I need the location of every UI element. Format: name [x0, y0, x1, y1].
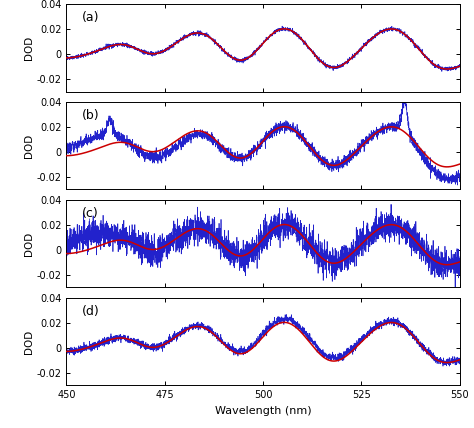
- Text: (a): (a): [82, 11, 100, 24]
- Text: (b): (b): [82, 109, 100, 122]
- X-axis label: Wavelength (nm): Wavelength (nm): [215, 406, 311, 416]
- Y-axis label: DOD: DOD: [24, 232, 34, 256]
- Y-axis label: DOD: DOD: [24, 330, 34, 354]
- Y-axis label: DOD: DOD: [24, 36, 34, 60]
- Text: (c): (c): [82, 207, 99, 220]
- Y-axis label: DOD: DOD: [24, 134, 34, 158]
- Text: (d): (d): [82, 305, 100, 318]
